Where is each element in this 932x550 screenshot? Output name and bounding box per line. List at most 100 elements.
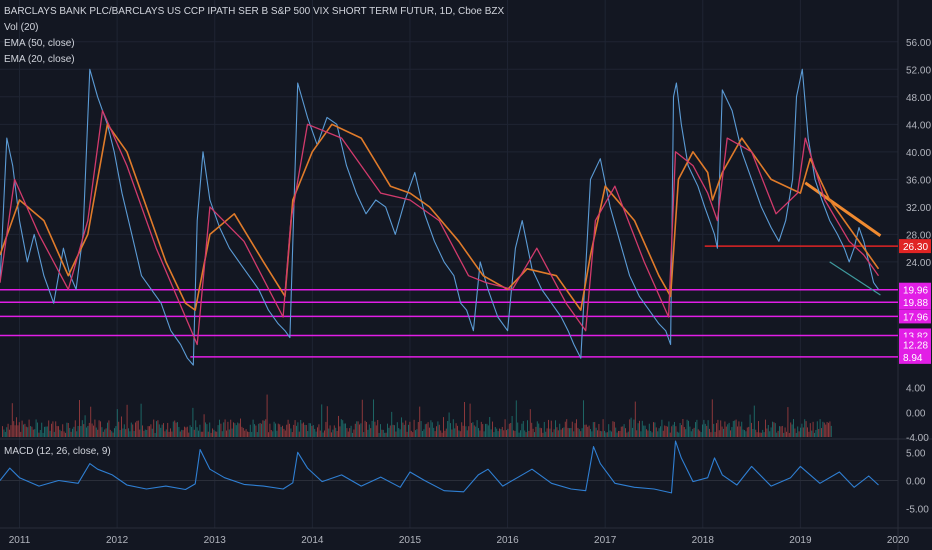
volume-bar xyxy=(38,432,40,437)
volume-bar xyxy=(97,429,99,437)
volume-bar xyxy=(476,420,478,437)
symbol-title[interactable]: BARCLAYS BANK PLC/BARCLAYS US CCP IPATH … xyxy=(4,6,505,17)
level-label-box-2 xyxy=(899,295,931,310)
volume-bar xyxy=(672,424,674,437)
volume-bar xyxy=(767,425,769,437)
volume-bar xyxy=(531,422,533,437)
volume-bar xyxy=(32,429,34,437)
volume-bar xyxy=(349,428,351,437)
volume-bar xyxy=(116,409,118,437)
volume-bar xyxy=(398,428,400,437)
volume-bar xyxy=(105,428,107,437)
volume-bar xyxy=(542,432,544,437)
volume-bar xyxy=(636,430,638,437)
volume-bar xyxy=(164,431,166,437)
volume-bar xyxy=(724,421,726,437)
volume-bar xyxy=(213,429,215,437)
chart-legend: BARCLAYS BANK PLC/BARCLAYS US CCP IPATH … xyxy=(4,4,504,68)
volume-bar xyxy=(305,425,307,437)
volume-bar xyxy=(28,419,30,437)
volume-bar xyxy=(150,424,152,437)
indicator-vol[interactable]: Vol (20) xyxy=(4,22,39,33)
volume-bar xyxy=(402,422,404,437)
volume-bar xyxy=(136,420,138,437)
volume-bar xyxy=(573,431,575,437)
volume-bar xyxy=(234,423,236,437)
volume-bar xyxy=(812,421,814,437)
volume-bar xyxy=(584,424,586,437)
volume-bar xyxy=(555,420,556,437)
volume-bar xyxy=(527,420,528,437)
volume-bar xyxy=(227,421,229,437)
volume-bar xyxy=(165,429,167,437)
volume-bar xyxy=(87,425,89,437)
volume-bar xyxy=(692,428,694,437)
volume-bar xyxy=(508,423,510,437)
volume-bar xyxy=(346,428,348,437)
volume-bar xyxy=(214,431,216,437)
level-label-box-0 xyxy=(899,239,931,254)
volume-bar xyxy=(524,430,526,437)
volume-bar xyxy=(436,426,437,437)
volume-bar xyxy=(115,426,117,437)
volume-bar xyxy=(109,429,111,437)
volume-bar xyxy=(157,420,159,437)
volume-bar xyxy=(543,421,545,437)
volume-bar xyxy=(196,427,198,437)
volume-bar xyxy=(279,424,281,437)
volume-bar xyxy=(276,430,278,437)
volume-bar xyxy=(525,432,527,437)
volume-bar xyxy=(748,426,750,437)
volume-bar xyxy=(55,421,57,437)
volume-bar xyxy=(111,431,113,437)
volume-bar xyxy=(660,426,661,437)
volume-bar xyxy=(665,426,667,437)
volume-bar xyxy=(231,428,233,437)
volume-bar xyxy=(146,429,148,437)
volume-bar xyxy=(352,432,353,437)
indicator-ema20[interactable]: EMA (20, close) xyxy=(4,54,75,65)
volume-bar xyxy=(328,428,330,437)
volume-bar xyxy=(703,419,705,437)
volume-bar xyxy=(135,422,136,437)
volume-bar xyxy=(200,431,202,437)
volume-bar xyxy=(329,425,331,437)
price-tick-label: 40.00 xyxy=(906,148,931,159)
volume-bar xyxy=(788,432,790,437)
volume-bar xyxy=(459,431,461,437)
volume-bar xyxy=(580,431,582,437)
volume-bar xyxy=(751,422,752,437)
volume-bar xyxy=(818,428,820,437)
level-label-0: 26.30 xyxy=(903,242,928,253)
volume-bar xyxy=(217,425,219,437)
volume-bar xyxy=(773,422,775,437)
volume-bar xyxy=(160,427,162,437)
volume-bar xyxy=(674,421,675,437)
volume-bar xyxy=(535,426,537,437)
volume-bar xyxy=(654,422,656,437)
volume-bar xyxy=(658,428,660,437)
macd-legend[interactable]: MACD (12, 26, close, 9) xyxy=(4,446,111,457)
volume-bar xyxy=(468,426,470,437)
volume-bar xyxy=(809,423,811,437)
volume-bar xyxy=(587,426,589,437)
volume-bar xyxy=(140,403,142,437)
volume-bar xyxy=(494,427,496,437)
volume-bar xyxy=(24,423,26,437)
indicator-ema50[interactable]: EMA (50, close) xyxy=(4,38,75,49)
volume-bar xyxy=(168,431,170,437)
volume-bar xyxy=(714,431,716,437)
time-tick-label: 2015 xyxy=(399,535,422,546)
time-tick-label: 2012 xyxy=(106,535,129,546)
volume-bar xyxy=(676,431,678,437)
volume-bar xyxy=(440,430,442,437)
volume-bar xyxy=(664,425,666,437)
volume-bar xyxy=(811,430,813,437)
volume-bar xyxy=(510,422,512,437)
volume-bar xyxy=(791,424,793,437)
volume-bar xyxy=(188,432,190,437)
volume-bar xyxy=(430,420,432,437)
volume-bar xyxy=(671,426,673,437)
